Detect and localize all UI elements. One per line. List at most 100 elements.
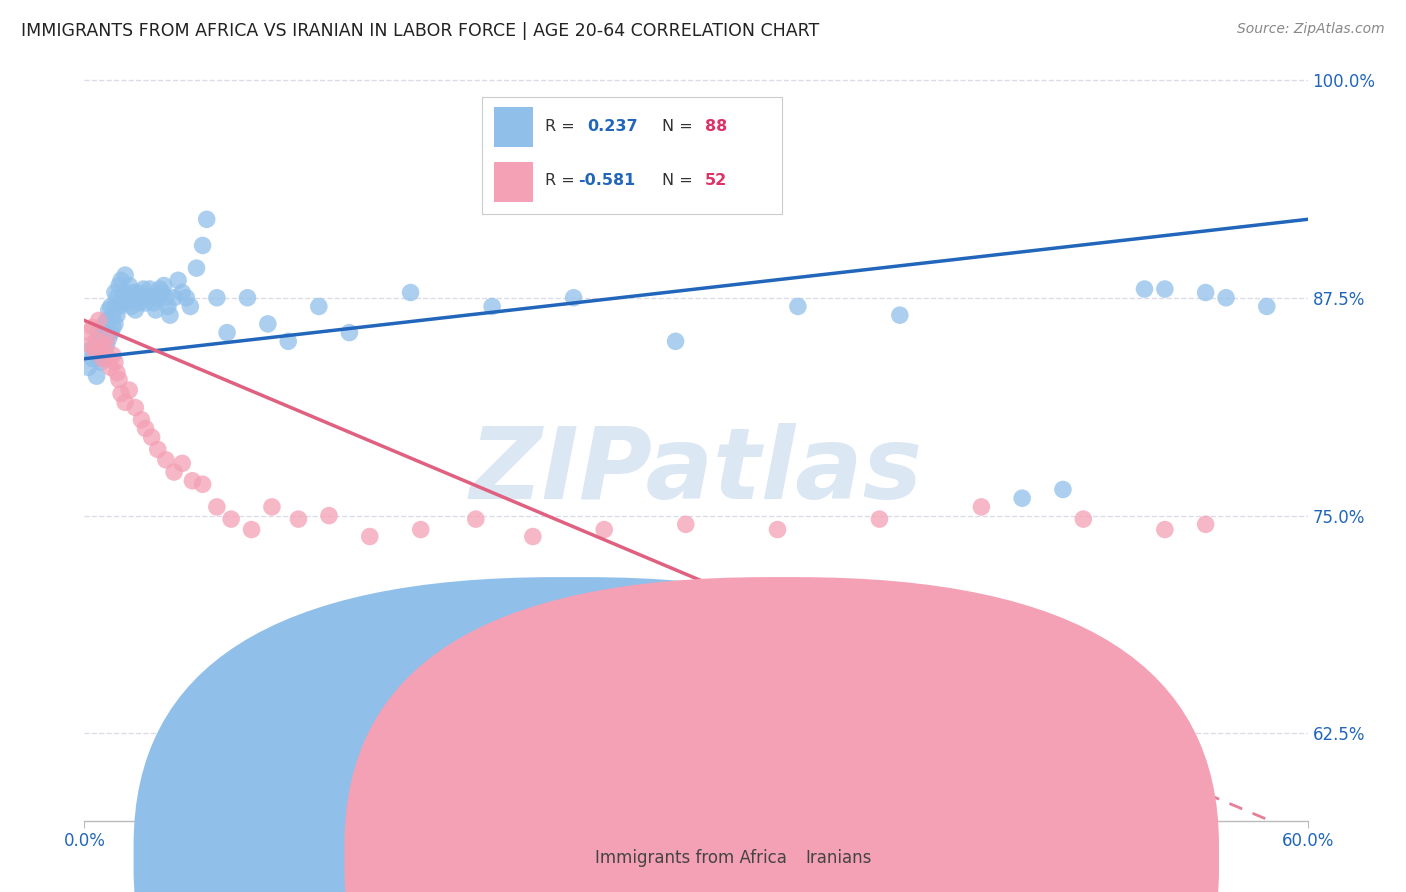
Point (1195, 285, 1218, 300)
Point (562, 291, 585, 305)
Point (97, 351, 120, 366)
Point (101, 320, 124, 334)
Point (79, 338, 101, 352)
Point (155, 291, 177, 305)
Point (114, 395, 136, 409)
Point (90, 355, 112, 369)
Point (101, 308, 124, 322)
Point (118, 291, 141, 305)
Point (142, 296, 165, 310)
Point (145, 302, 167, 317)
Point (146, 291, 169, 305)
Point (86, 369, 108, 384)
Point (90, 343, 112, 357)
Point (219, 512, 242, 526)
Point (141, 291, 163, 305)
Point (531, 686, 554, 700)
Point (156, 300, 179, 314)
Point (87, 326, 110, 340)
Point (359, 529, 381, 543)
Point (186, 261, 208, 276)
Point (167, 273, 190, 287)
Text: Iranians: Iranians (806, 849, 872, 867)
Point (277, 334, 299, 349)
Point (389, 631, 412, 645)
Point (869, 512, 891, 526)
Point (108, 300, 131, 314)
Point (93, 338, 115, 352)
Point (135, 296, 157, 310)
Point (110, 273, 132, 287)
Point (675, 517, 697, 532)
Point (217, 326, 239, 340)
Point (1154, 282, 1177, 296)
Point (115, 296, 138, 310)
Point (163, 291, 186, 305)
Point (131, 413, 153, 427)
Point (163, 465, 186, 479)
Point (83, 343, 105, 357)
Point (131, 291, 153, 305)
Point (101, 348, 124, 362)
Point (105, 308, 128, 322)
Point (970, 500, 993, 514)
Point (105, 291, 128, 305)
Text: IMMIGRANTS FROM AFRICA VS IRANIAN IN LABOR FORCE | AGE 20-64 CORRELATION CHART: IMMIGRANTS FROM AFRICA VS IRANIAN IN LAB… (21, 22, 820, 40)
Point (112, 291, 135, 305)
Point (174, 291, 197, 305)
Point (114, 268, 136, 282)
Point (766, 523, 789, 537)
Point (1154, 523, 1177, 537)
Point (104, 317, 127, 331)
Point (91, 351, 114, 366)
Point (96, 331, 118, 345)
Point (77, 326, 100, 340)
Point (339, 326, 361, 340)
Point (77, 360, 100, 375)
Point (179, 300, 201, 314)
Text: Immigrants from Africa: Immigrants from Africa (595, 849, 786, 867)
Point (127, 285, 149, 300)
Point (1052, 483, 1074, 497)
Point (124, 302, 146, 317)
Point (91, 320, 114, 334)
Point (191, 477, 214, 491)
Point (260, 500, 283, 514)
Point (141, 430, 163, 444)
Point (100, 360, 122, 375)
Point (153, 278, 176, 293)
Point (787, 300, 810, 314)
Point (665, 334, 688, 349)
Point (205, 291, 228, 305)
Point (128, 296, 150, 310)
Point (522, 529, 544, 543)
Point (287, 512, 309, 526)
Point (240, 523, 263, 537)
Point (136, 289, 159, 303)
Point (172, 285, 194, 300)
Point (122, 285, 145, 300)
Point (124, 401, 146, 415)
Point (308, 300, 330, 314)
Point (79, 343, 101, 357)
Point (86, 334, 108, 349)
Point (1195, 517, 1218, 532)
Point (132, 282, 155, 296)
Text: ZIPatlas: ZIPatlas (470, 424, 922, 520)
Point (108, 373, 131, 387)
Point (1011, 491, 1033, 506)
Point (430, 669, 453, 683)
Point (87, 313, 110, 327)
Point (93, 343, 115, 357)
Point (205, 500, 228, 514)
Point (172, 456, 194, 470)
Point (96, 338, 118, 352)
Point (481, 665, 503, 680)
Point (464, 512, 486, 526)
Point (118, 278, 141, 293)
Point (150, 285, 173, 300)
Point (1073, 512, 1095, 526)
Point (195, 212, 218, 227)
Point (91, 346, 114, 360)
Point (118, 383, 141, 397)
